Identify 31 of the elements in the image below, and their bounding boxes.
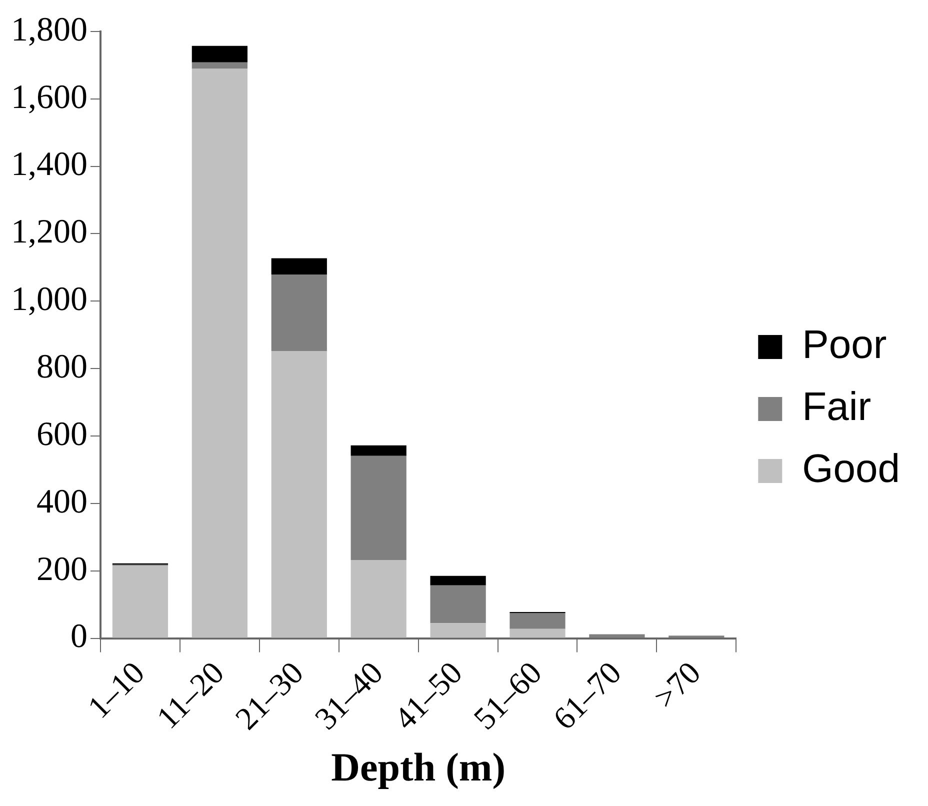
y-tick-label: 800 — [36, 348, 88, 386]
y-tick-label: 1,000 — [11, 281, 88, 318]
bar — [192, 46, 248, 62]
bar — [271, 351, 327, 638]
legend-label: Good — [802, 447, 900, 492]
bar — [112, 566, 168, 638]
bar — [510, 612, 566, 629]
y-tick-label: 1,200 — [11, 214, 88, 251]
y-tick-label: 1,800 — [11, 11, 88, 48]
y-tick-label: 200 — [36, 550, 88, 588]
bar — [271, 258, 327, 274]
y-tick-label: 1,400 — [11, 146, 88, 184]
bar — [589, 634, 645, 638]
bar — [350, 445, 406, 456]
bar — [271, 274, 327, 352]
y-tick-label: 1,600 — [11, 78, 88, 116]
bar — [510, 628, 566, 638]
bar — [192, 68, 248, 638]
bar — [430, 623, 486, 638]
bar — [350, 560, 406, 638]
y-tick-label: 600 — [36, 416, 88, 453]
y-tick-label: 0 — [70, 618, 88, 656]
bar — [350, 456, 406, 560]
legend-label: Poor — [802, 323, 887, 368]
y-tick-label: 400 — [36, 483, 88, 520]
bar — [430, 585, 486, 624]
bar — [192, 62, 248, 68]
x-axis-title: Depth (m) — [331, 744, 506, 790]
bar — [430, 576, 486, 586]
x-tick-label: >70 — [646, 654, 708, 716]
legend-label: Fair — [802, 385, 872, 430]
